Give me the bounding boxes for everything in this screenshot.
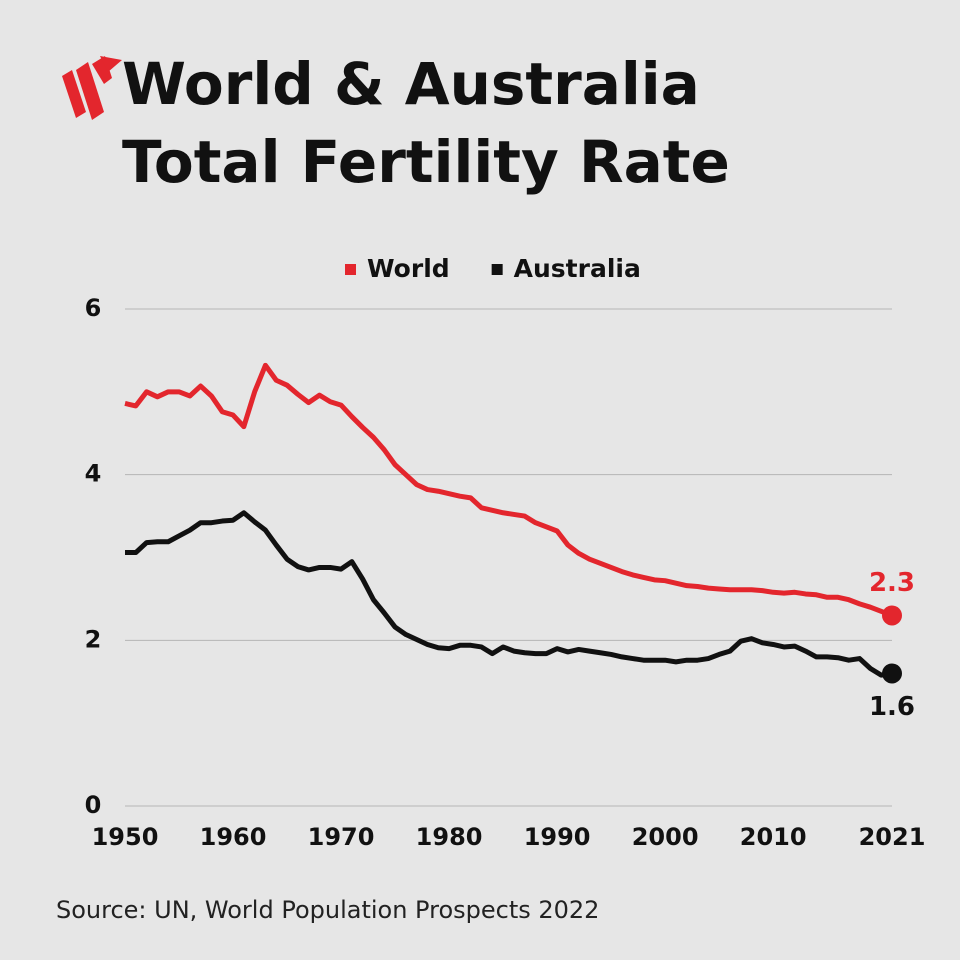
line xyxy=(124,362,893,618)
end-point xyxy=(882,605,902,626)
legend-label: Australia xyxy=(514,254,641,283)
end-point xyxy=(882,663,902,684)
data-label: 2.3 xyxy=(869,568,915,598)
line xyxy=(125,510,893,678)
data-label: 1.6 xyxy=(869,692,915,722)
source: Source: UN, World Population Prospects 2… xyxy=(56,896,599,924)
x-tick-label: 1970 xyxy=(308,823,375,851)
chart-title: Total Fertility Rate xyxy=(122,128,730,196)
x-tick-label: 1950 xyxy=(92,823,159,851)
legend-label: World xyxy=(367,254,450,283)
x-tick-label: 2000 xyxy=(632,823,699,851)
legend-marker xyxy=(345,264,356,275)
x-tick-label: 1990 xyxy=(524,823,591,851)
y-tick-label: 0 xyxy=(85,791,102,819)
y-tick-label: 6 xyxy=(85,294,102,322)
chart-title: World & Australia xyxy=(122,50,700,118)
x-tick-label: 2010 xyxy=(740,823,807,851)
legend-marker xyxy=(491,264,503,275)
logo xyxy=(62,56,122,120)
x-tick-label: 1960 xyxy=(200,823,267,851)
x-tick-label: 2021 xyxy=(859,823,926,851)
y-tick-label: 2 xyxy=(85,625,102,653)
x-tick-label: 1980 xyxy=(416,823,483,851)
y-tick-label: 4 xyxy=(85,460,102,488)
